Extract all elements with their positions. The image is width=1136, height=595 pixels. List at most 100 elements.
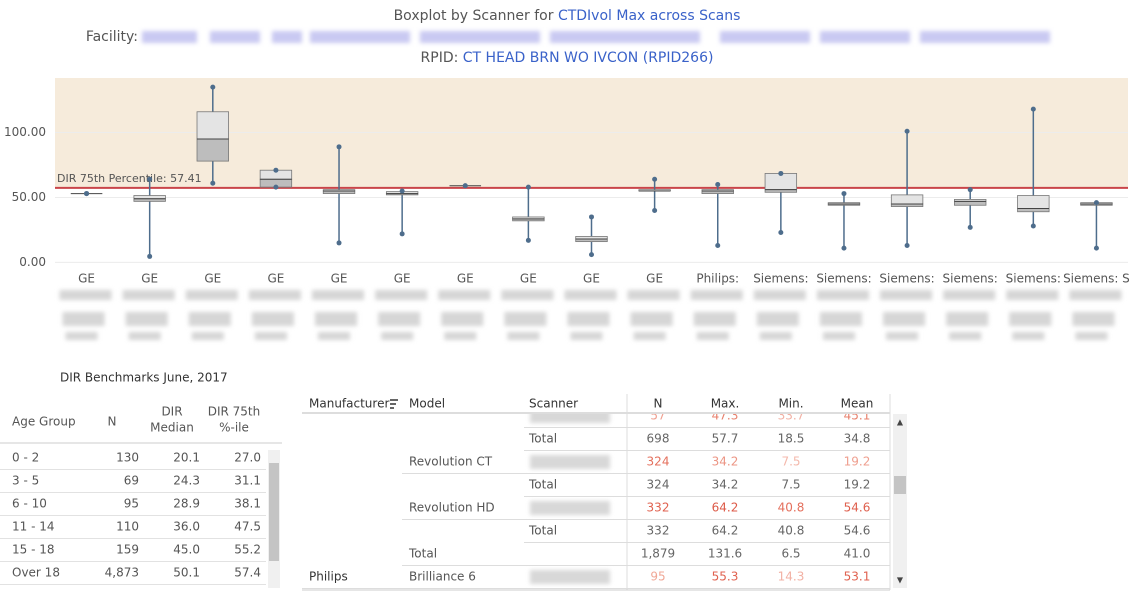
min-point [904, 243, 910, 249]
cell: 698 [647, 432, 670, 446]
cell: 33.7 [778, 409, 805, 423]
max-point [399, 188, 405, 194]
column-header: Model [409, 397, 445, 411]
min-point [778, 230, 784, 236]
model: Brilliance 6 [409, 570, 476, 584]
max-point [336, 144, 342, 150]
rpid-label: RPID: [421, 50, 459, 66]
cell: 55.3 [712, 570, 739, 584]
cell: 0 - 2 [12, 451, 39, 465]
scroll-thumb[interactable] [269, 463, 279, 561]
cell: 34.2 [712, 478, 739, 492]
x-tick-label: GE [520, 272, 537, 286]
redacted-label [816, 290, 869, 340]
cell: 55.2 [234, 543, 261, 557]
max-point [652, 176, 658, 182]
cell: 7.5 [781, 478, 800, 492]
cell: 7.5 [781, 455, 800, 469]
x-tick-label: Siemens: [879, 272, 934, 286]
cell: 69 [124, 474, 139, 488]
model: Revolution CT [409, 455, 493, 469]
scanner-redacted [530, 455, 610, 469]
rpid: RPID: CT HEAD BRN WO IVCON (RPID266) [421, 50, 714, 66]
min-point [841, 245, 847, 251]
cell: 28.9 [173, 497, 200, 511]
min-point [336, 240, 342, 246]
scroll-thumb[interactable] [894, 476, 906, 494]
redacted-block [65, 332, 98, 340]
redacted-block [125, 312, 168, 326]
redacted-block [759, 332, 792, 340]
cell: 18.5 [778, 432, 805, 446]
column-header: DIR [161, 405, 182, 419]
x-tick-label: Siemens: [943, 272, 998, 286]
redacted-block [633, 332, 666, 340]
redacted-label [312, 290, 365, 340]
column-header: Median [150, 421, 194, 435]
redacted-block [191, 332, 224, 340]
cell: 19.2 [844, 455, 871, 469]
redacted-label [59, 290, 112, 340]
min-point [147, 253, 153, 259]
column-header: Scanner [529, 397, 578, 411]
box-upper [196, 111, 229, 140]
cell: 41.0 [844, 547, 871, 561]
redacted-block [251, 312, 294, 326]
table-body: 57 47.3 33.7 45.1 Total 698 57.7 18.5 34.8 Revolu… [302, 409, 890, 589]
redacted-block [949, 332, 982, 340]
scanner-redacted [530, 414, 610, 423]
cell: 159 [116, 543, 139, 557]
redacted-label [1069, 290, 1122, 340]
cell: 95 [124, 497, 139, 511]
redacted-label [943, 290, 996, 340]
redacted-block [822, 332, 855, 340]
redacted-label [122, 290, 175, 340]
x-tick-label: Siemens: [753, 272, 808, 286]
redacted-block [318, 332, 351, 340]
scanner-redacted [530, 570, 610, 584]
redacted-block [444, 332, 477, 340]
title-prefix: Boxplot by Scanner for [394, 8, 554, 24]
max-point [84, 191, 90, 197]
cell: 53.1 [844, 570, 871, 584]
cell: 24.3 [173, 474, 200, 488]
cell: 332 [647, 501, 670, 515]
redacted-block [1069, 290, 1122, 300]
title: Boxplot by Scanner for CTDIvol Max acros… [394, 8, 741, 24]
scanner-redacted [530, 501, 610, 515]
scanner: Total [528, 432, 557, 446]
redacted-block [122, 290, 175, 300]
x-tick-label: GE [141, 272, 158, 286]
redacted-block [504, 312, 547, 326]
redacted-block [185, 290, 238, 300]
cell: 27.0 [234, 451, 261, 465]
redacted-block [375, 290, 428, 300]
reference-label: DIR 75th Percentile: 57.41 [57, 172, 202, 185]
redacted-block [1012, 332, 1045, 340]
cell: 14.3 [778, 570, 805, 584]
cell: 31.1 [234, 474, 261, 488]
column-header: Mean [841, 397, 874, 411]
redacted-block [1009, 312, 1052, 326]
cell: 95 [650, 570, 665, 584]
redacted-block [441, 312, 484, 326]
cell: 38.1 [234, 497, 261, 511]
cell: 47.5 [234, 520, 261, 534]
min-point [399, 231, 405, 237]
x-tick-label: GE [78, 272, 95, 286]
redacted-block [59, 290, 112, 300]
facility-label: Facility: [86, 29, 138, 45]
redacted-block [883, 312, 926, 326]
redacted-label [627, 290, 680, 340]
redacted-block [1075, 332, 1108, 340]
redacted-block [62, 312, 105, 326]
box-upper [1017, 195, 1050, 209]
manufacturer: Philips [309, 570, 348, 584]
scroll-up[interactable]: ▲ [897, 418, 904, 427]
redacted-block [1072, 312, 1115, 326]
x-tick-label: Philips: [696, 272, 739, 286]
scroll-down[interactable]: ▼ [897, 576, 904, 585]
x-tick-label: GE [646, 272, 663, 286]
scrollbar[interactable] [893, 414, 907, 588]
